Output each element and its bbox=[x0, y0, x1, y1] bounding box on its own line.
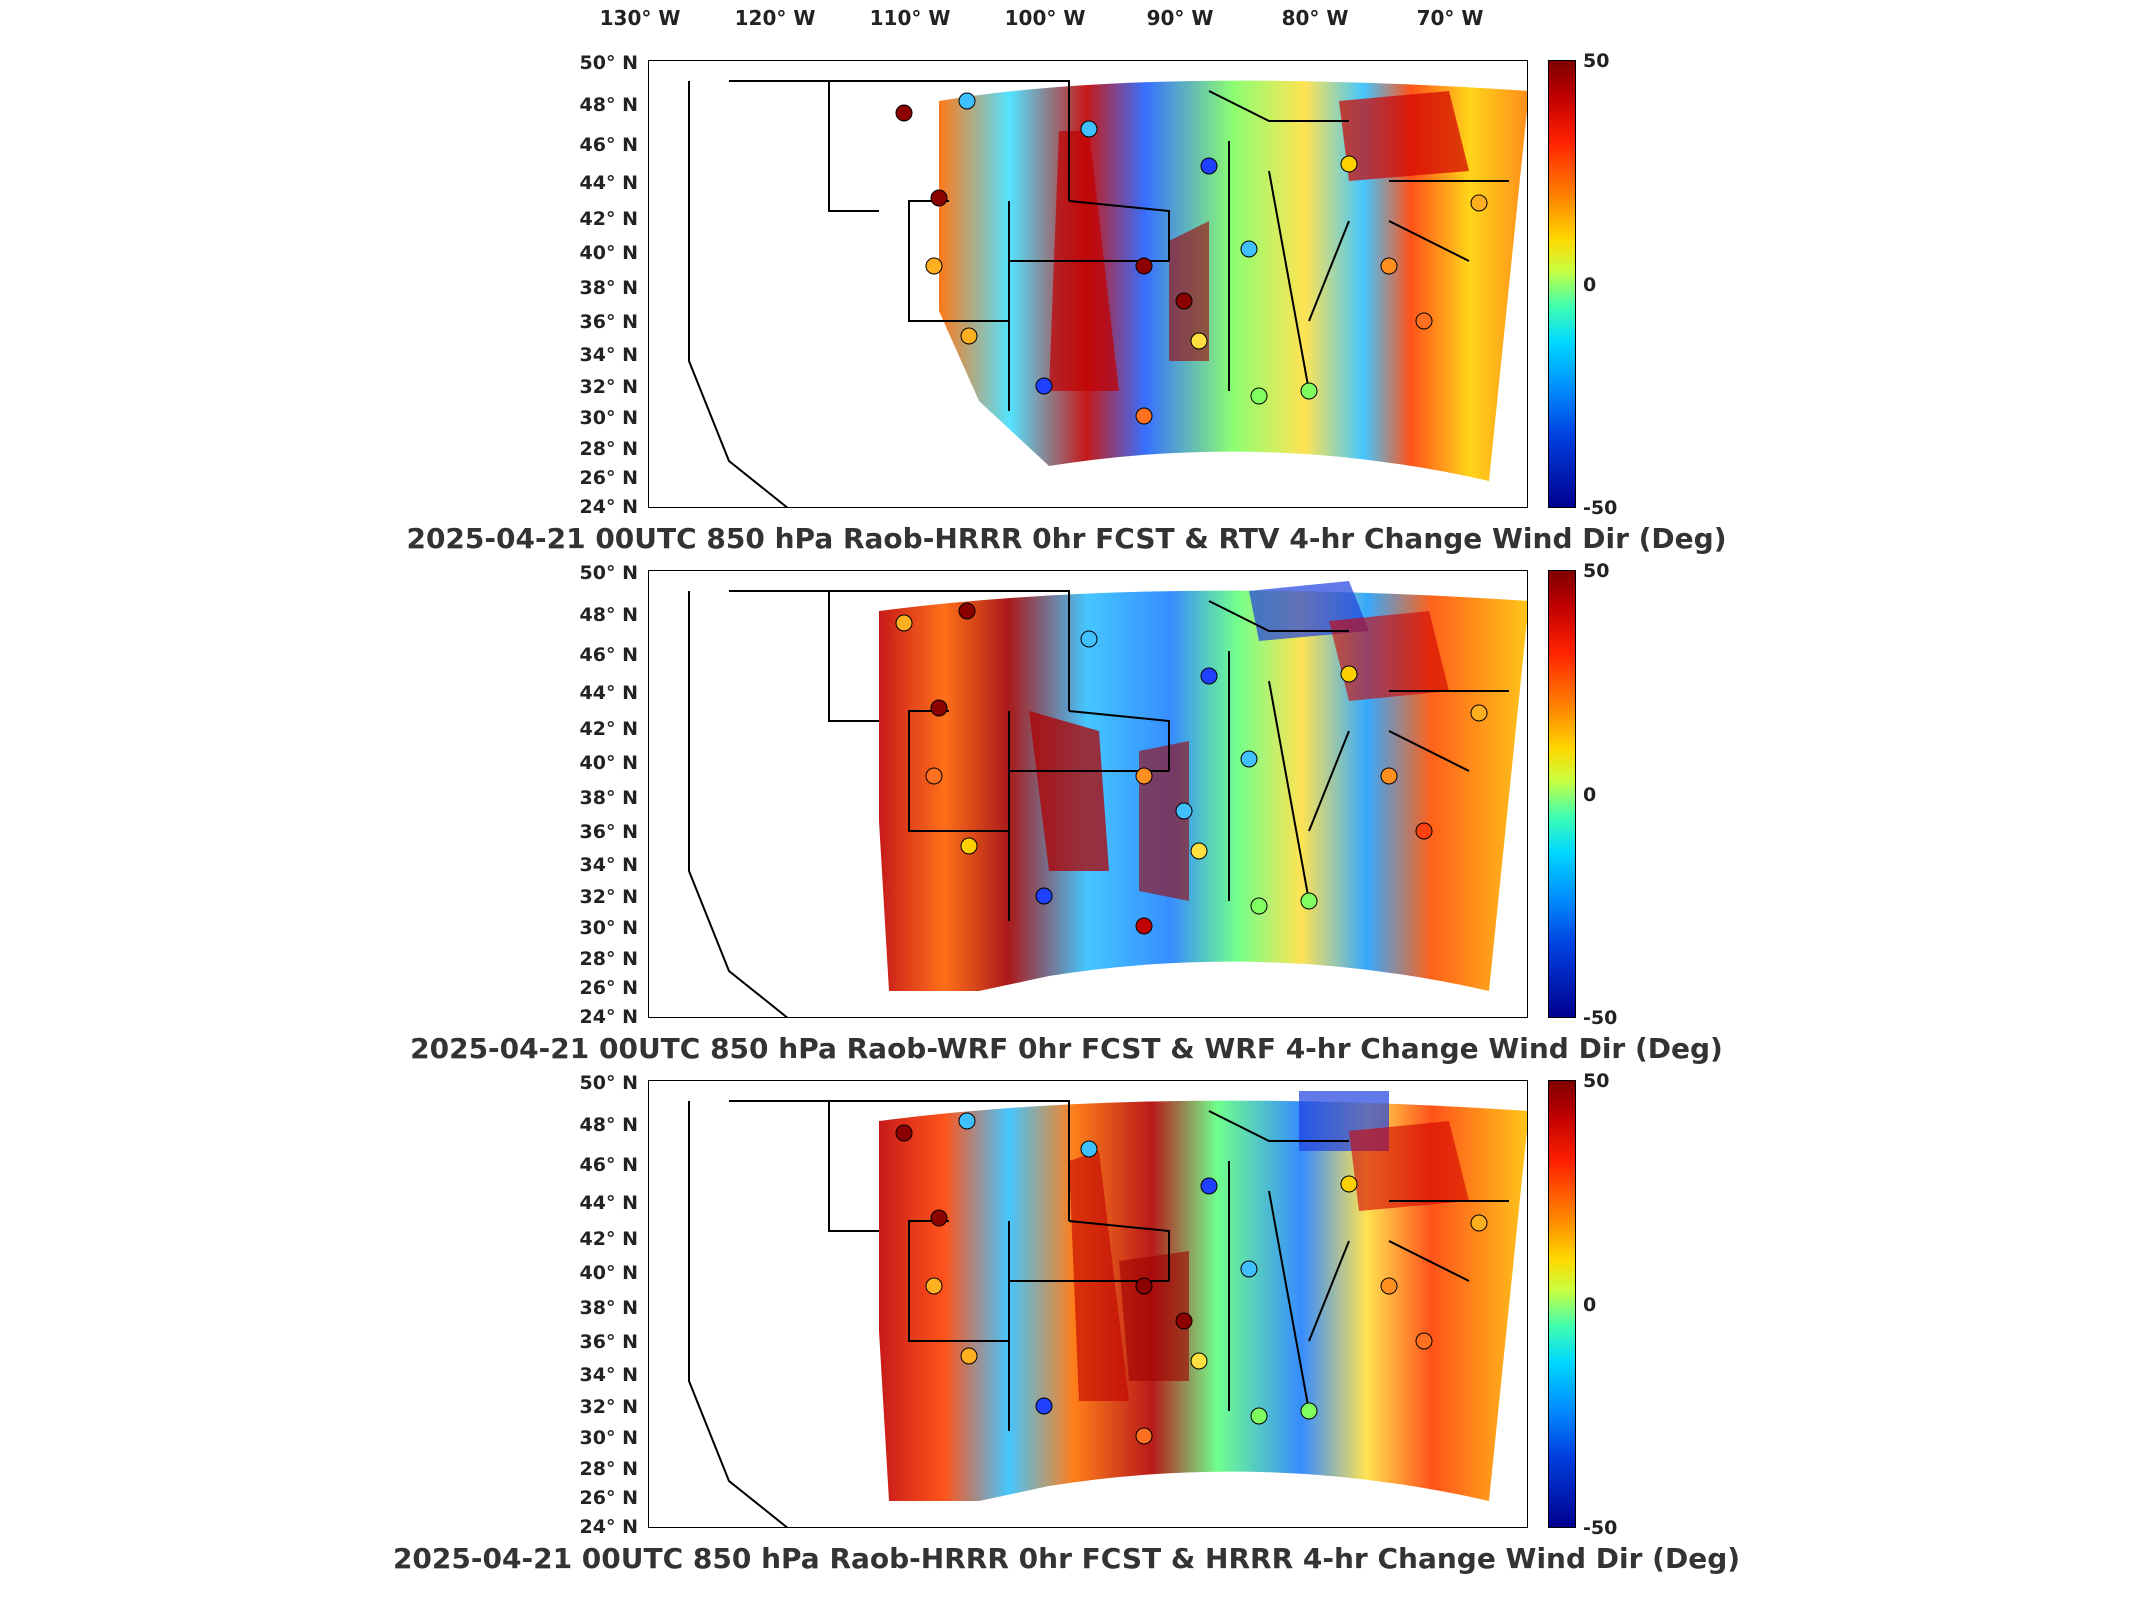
lat-label: 32° N bbox=[579, 886, 638, 908]
lat-label: 48° N bbox=[579, 1114, 638, 1136]
lat-label: 34° N bbox=[579, 854, 638, 876]
lat-label: 30° N bbox=[579, 407, 638, 429]
lat-label: 26° N bbox=[579, 467, 638, 489]
map-graphic bbox=[688, 80, 1527, 507]
lat-label: 44° N bbox=[579, 682, 638, 704]
wind-direction-map bbox=[648, 60, 1528, 508]
lat-label: 26° N bbox=[579, 1487, 638, 1509]
panel-title: 2025-04-21 00UTC 850 hPa Raob-HRRR 0hr F… bbox=[392, 1542, 1741, 1575]
wind-direction-map bbox=[648, 1080, 1528, 1528]
colorbar bbox=[1548, 570, 1576, 1018]
map-graphic bbox=[688, 581, 1527, 1017]
lat-label: 46° N bbox=[579, 644, 638, 666]
colorbar-mid-label: 0 bbox=[1583, 784, 1597, 806]
map-graphic bbox=[688, 1091, 1527, 1527]
lat-label: 32° N bbox=[579, 376, 638, 398]
lat-label: 36° N bbox=[579, 311, 638, 333]
lat-label: 40° N bbox=[579, 752, 638, 774]
colorbar-mid-label: 0 bbox=[1583, 274, 1597, 296]
lon-label: 110° W bbox=[869, 6, 951, 30]
lon-label: 120° W bbox=[734, 6, 816, 30]
colorbar-max-label: 50 bbox=[1583, 1070, 1610, 1092]
lat-label: 32° N bbox=[579, 1396, 638, 1418]
colorbar-min-label: -50 bbox=[1583, 497, 1618, 519]
lat-label: 34° N bbox=[579, 344, 638, 366]
panel-title: 2025-04-21 00UTC 850 hPa Raob-HRRR 0hr F… bbox=[406, 522, 1727, 555]
colorbar-max-label: 50 bbox=[1583, 560, 1610, 582]
lat-label: 50° N bbox=[579, 52, 638, 74]
lat-label: 42° N bbox=[579, 208, 638, 230]
lon-label: 80° W bbox=[1281, 6, 1349, 30]
lat-label: 40° N bbox=[579, 1262, 638, 1284]
lat-label: 48° N bbox=[579, 604, 638, 626]
colorbar bbox=[1548, 1080, 1576, 1528]
colorbar bbox=[1548, 60, 1576, 508]
lat-label: 42° N bbox=[579, 718, 638, 740]
lat-label: 38° N bbox=[579, 787, 638, 809]
colorbar-min-label: -50 bbox=[1583, 1007, 1618, 1029]
lat-label: 24° N bbox=[579, 1516, 638, 1538]
lon-label: 100° W bbox=[1004, 6, 1086, 30]
lat-label: 48° N bbox=[579, 94, 638, 116]
lat-label: 50° N bbox=[579, 1072, 638, 1094]
lat-label: 34° N bbox=[579, 1364, 638, 1386]
lat-label: 44° N bbox=[579, 1192, 638, 1214]
lon-label: 130° W bbox=[599, 6, 681, 30]
lat-label: 28° N bbox=[579, 948, 638, 970]
lat-label: 28° N bbox=[579, 438, 638, 460]
lat-label: 38° N bbox=[579, 1297, 638, 1319]
lat-label: 46° N bbox=[579, 134, 638, 156]
colorbar-mid-label: 0 bbox=[1583, 1294, 1597, 1316]
colorbar-max-label: 50 bbox=[1583, 50, 1610, 72]
lat-label: 42° N bbox=[579, 1228, 638, 1250]
lat-label: 38° N bbox=[579, 277, 638, 299]
lat-label: 36° N bbox=[579, 1331, 638, 1353]
lat-label: 44° N bbox=[579, 172, 638, 194]
lon-label: 90° W bbox=[1146, 6, 1214, 30]
lat-label: 28° N bbox=[579, 1458, 638, 1480]
lat-label: 40° N bbox=[579, 242, 638, 264]
lon-label: 70° W bbox=[1416, 6, 1484, 30]
lat-label: 24° N bbox=[579, 496, 638, 518]
lat-label: 30° N bbox=[579, 917, 638, 939]
lat-label: 26° N bbox=[579, 977, 638, 999]
panel-title: 2025-04-21 00UTC 850 hPa Raob-WRF 0hr FC… bbox=[410, 1032, 1723, 1065]
wind-direction-map bbox=[648, 570, 1528, 1018]
lat-label: 24° N bbox=[579, 1006, 638, 1028]
lat-label: 36° N bbox=[579, 821, 638, 843]
lat-label: 50° N bbox=[579, 562, 638, 584]
colorbar-min-label: -50 bbox=[1583, 1517, 1618, 1539]
lat-label: 30° N bbox=[579, 1427, 638, 1449]
lat-label: 46° N bbox=[579, 1154, 638, 1176]
